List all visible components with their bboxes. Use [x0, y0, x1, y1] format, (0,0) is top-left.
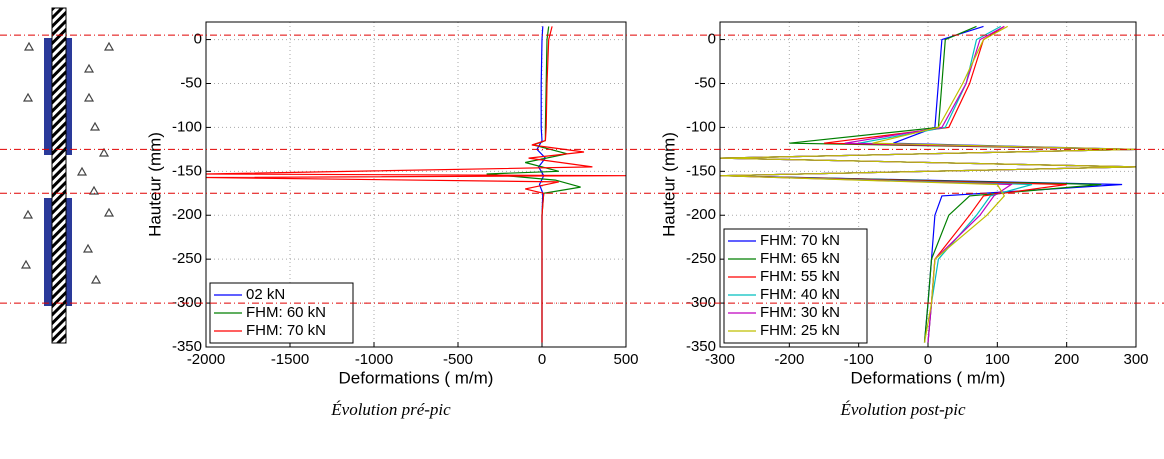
x-axis-label: Deformations ( m/m) [851, 368, 1006, 387]
x-tick-label: -1500 [271, 351, 309, 368]
x-axis-label: Deformations ( m/m) [339, 368, 494, 387]
legend-label: FHM: 65 kN [760, 250, 840, 267]
x-tick-label: -300 [705, 351, 735, 368]
chart: -300 -200 -100 0 100 200 300 0 -50 -100 -150 -200 -2… [659, 21, 1149, 419]
data-line [720, 25, 1136, 343]
x-tick-label: 0 [538, 351, 546, 368]
legend-label: FHM: 55 kN [760, 268, 840, 285]
plot-frame [205, 21, 627, 348]
x-tick-label: -200 [774, 351, 804, 368]
y-axis-label: Hauteur (mm) [145, 132, 164, 237]
x-tick-label: 200 [1054, 351, 1079, 368]
data-line [720, 25, 1136, 343]
y-tick-label: 0 [194, 31, 202, 48]
legend-label: 02 kN [246, 286, 285, 303]
plots: -2000 -1500 -1000 -500 0 5000-50-100-150-200-… [145, 21, 1149, 419]
series-group [720, 25, 1136, 343]
y-tick-label: -150 [172, 162, 202, 179]
soil-symbols [20, 41, 115, 284]
x-tick-label: -2000 [187, 351, 225, 368]
pile-diagram [20, 7, 115, 344]
reference-lines [0, 34, 1164, 304]
x-tick-label: -1000 [355, 351, 393, 368]
legend-label: FHM: 25 kN [760, 322, 840, 339]
caption: Évolution post-pic [839, 400, 966, 419]
x-tick-label: -500 [443, 351, 473, 368]
series-group [206, 26, 626, 343]
y-tick-label: -200 [172, 206, 202, 223]
chart: -2000 -1500 -1000 -500 0 500 0 -50 -100 -150 -200 -… [145, 21, 639, 419]
y-tick-label: -350 [172, 338, 202, 355]
pile [51, 7, 67, 344]
x-tick-label: 500 [613, 351, 638, 368]
x-tick-label: -100 [844, 351, 874, 368]
y-tick-label: -50 [694, 74, 716, 91]
caption: Évolution pré-pic [330, 400, 451, 419]
data-line [206, 26, 626, 343]
data-line [720, 25, 1136, 343]
legend-label: FHM: 30 kN [760, 304, 840, 321]
legend-label: FHM: 60 kN [246, 304, 326, 321]
data-line [720, 25, 1136, 343]
legend-label: FHM: 70 kN [246, 322, 326, 339]
y-tick-label: -300 [686, 294, 716, 311]
legend-box [723, 228, 868, 344]
data-line [720, 25, 1136, 343]
y-tick-label: -150 [686, 162, 716, 179]
legend-label: FHM: 70 kN [760, 232, 840, 249]
x-tick-label: 300 [1123, 351, 1148, 368]
y-tick-label: -250 [686, 250, 716, 267]
data-line [720, 25, 1136, 343]
y-tick-label: -250 [172, 250, 202, 267]
y-tick-label: -350 [686, 338, 716, 355]
y-tick-label: -100 [172, 118, 202, 135]
x-tick-label: 100 [985, 351, 1010, 368]
y-tick-label: -300 [172, 294, 202, 311]
legend-label: FHM: 40 kN [760, 286, 840, 303]
y-tick-label: -50 [180, 74, 202, 91]
y-tick-label: -200 [686, 206, 716, 223]
y-axis-label: Hauteur (mm) [659, 132, 678, 237]
y-tick-label: 0 [708, 31, 716, 48]
plot-frame [719, 21, 1137, 348]
y-tick-label: -100 [686, 118, 716, 135]
x-tick-label: 0 [924, 351, 932, 368]
